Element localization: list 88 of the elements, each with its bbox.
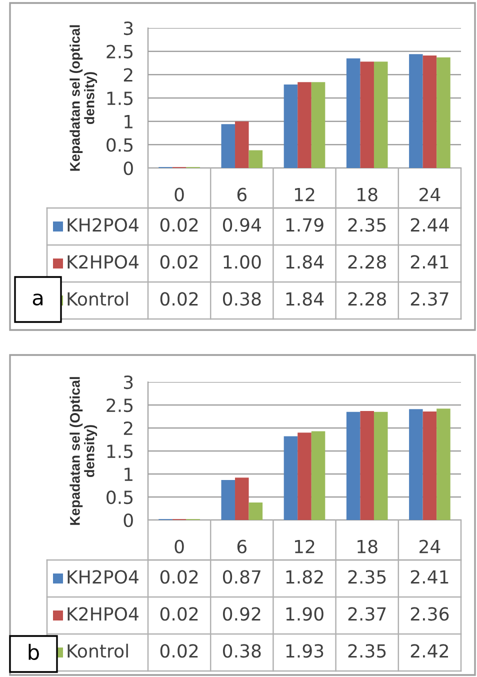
x-tick-label: 12: [294, 540, 314, 554]
legend-label: K2HPO4: [68, 607, 138, 621]
y-tick-label: 1: [124, 468, 132, 481]
data-label: 1.90: [286, 607, 324, 621]
data-label: 2.35: [348, 644, 386, 658]
data-label: 0.38: [222, 644, 261, 658]
bar: [284, 436, 298, 520]
x-tick-label: 12: [294, 188, 314, 202]
data-label: 0.02: [160, 292, 198, 306]
bar: [298, 82, 312, 168]
y-tick-label: 2: [124, 68, 132, 82]
y-tick-label: 2.5: [106, 398, 133, 412]
bar: [422, 56, 437, 168]
data-label: 2.36: [410, 607, 449, 621]
data-label: 0.02: [160, 607, 198, 621]
x-tick-label: 0: [174, 540, 184, 554]
text: a: [32, 294, 42, 306]
x-tick-label: 0: [174, 188, 184, 202]
data-label: 1.82: [286, 570, 323, 584]
x-tick-label: 18: [358, 188, 378, 202]
data-label: 2.41: [410, 570, 448, 584]
y-tick-label: 0.5: [106, 490, 133, 504]
legend-label: Kontrol: [68, 292, 128, 306]
legend-label: Kontrol: [68, 644, 128, 658]
y-tick-label: 0.5: [106, 138, 133, 152]
legend-label: KH2PO4: [68, 570, 138, 584]
bar: [346, 58, 360, 168]
bar: [311, 82, 326, 168]
data-label: 1.84: [286, 292, 324, 306]
legend-label: KH2PO4: [68, 218, 138, 232]
data-label: 0.94: [222, 218, 261, 232]
bar: [422, 411, 437, 520]
data-label: 0.02: [160, 570, 198, 584]
data-label: 0.87: [222, 570, 260, 584]
bar: [374, 62, 388, 168]
data-label: 2.28: [348, 292, 386, 306]
data-label: 1.93: [286, 644, 324, 658]
x-tick-label: 18: [358, 540, 378, 554]
bar: [360, 62, 374, 168]
data-label: 1.79: [286, 218, 324, 232]
bar: [221, 124, 236, 168]
data-label: 2.37: [410, 292, 448, 306]
y-tick-label: 2.5: [106, 44, 133, 58]
bar: [409, 54, 423, 168]
data-label: 0.02: [160, 255, 198, 269]
bar: [284, 84, 298, 168]
bar: [374, 412, 388, 520]
y-axis-title: Kepadatan sel (optical density): [70, 25, 98, 171]
bar: [360, 410, 374, 520]
y-tick-label: 1: [124, 115, 132, 128]
bar: [436, 57, 450, 168]
text: b: [28, 644, 39, 660]
x-tick-label: 24: [420, 540, 440, 554]
bar: [311, 431, 326, 520]
bar: [235, 478, 249, 520]
bar: [409, 409, 423, 520]
data-label: 0.02: [160, 218, 198, 232]
y-tick-label: 1.5: [107, 444, 133, 458]
bar: [346, 412, 360, 520]
y-tick-label: 0: [124, 161, 133, 176]
y-axis-title: Kepadatan sel (Optical density): [70, 377, 98, 525]
data-label: 2.41: [410, 255, 448, 268]
bar: [298, 432, 312, 520]
bar: [248, 502, 263, 520]
legend-label: K2HPO4: [68, 255, 138, 269]
data-label: 0.92: [222, 607, 260, 621]
data-label: 2.42: [410, 644, 448, 658]
data-label: 1.00: [224, 255, 261, 269]
y-tick-label: 1.5: [107, 92, 133, 106]
bar: [248, 150, 263, 168]
bar: [221, 480, 236, 520]
y-tick-label: 2: [124, 421, 132, 435]
data-label: 0.38: [222, 292, 261, 306]
bar: [436, 408, 450, 520]
data-label: 2.28: [348, 255, 386, 269]
bar: [235, 121, 249, 168]
data-label: 2.37: [348, 607, 386, 621]
x-tick-label: 6: [237, 188, 247, 202]
data-label: 2.44: [410, 218, 449, 232]
x-tick-label: 6: [237, 540, 247, 554]
y-tick-label: 0: [124, 513, 133, 528]
data-label: 0.02: [160, 644, 198, 658]
data-label: 2.35: [348, 218, 386, 232]
data-label: 2.35: [348, 570, 386, 584]
y-tick-label: 3: [124, 21, 133, 36]
x-tick-label: 24: [420, 188, 440, 202]
y-tick-label: 3: [124, 375, 133, 390]
data-label: 1.84: [286, 255, 324, 269]
